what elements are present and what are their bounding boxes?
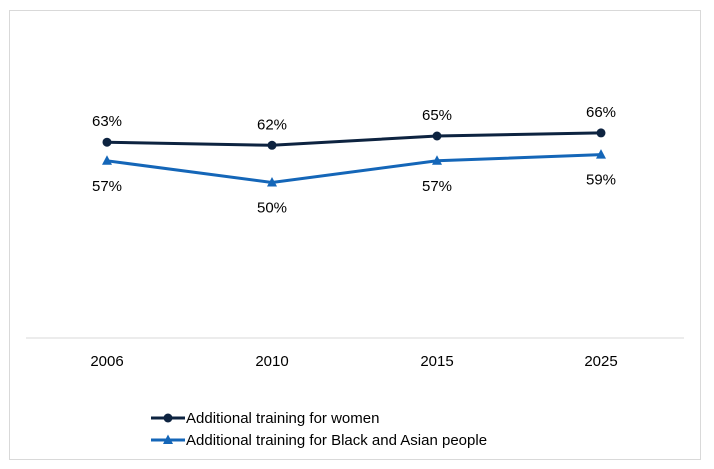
- x-tick-label-2006: 2006: [90, 353, 123, 370]
- legend-label-women: Additional training for women: [186, 409, 380, 427]
- data-point-s0-2010: [267, 140, 277, 150]
- data-point-s1-2006: [102, 155, 112, 165]
- x-tick-label-2015: 2015: [420, 353, 453, 370]
- x-tick-label-2010: 2010: [255, 353, 288, 370]
- data-label-s1-2010: 50%: [257, 200, 287, 217]
- legend-item-women: Additional training for women: [150, 407, 487, 429]
- data-label-s1-2006: 57%: [92, 178, 122, 195]
- legend: Additional training for women Additional…: [150, 407, 487, 451]
- data-label-s0-2025: 66%: [586, 104, 616, 121]
- data-point-s1-2010: [267, 177, 277, 187]
- data-point-s0-2025: [596, 128, 606, 138]
- x-tick-labels: 2006 2010 2015 2025: [90, 353, 617, 370]
- data-label-s0-2006: 63%: [92, 113, 122, 130]
- data-point-s1-2025: [596, 149, 606, 159]
- data-point-s0-2015: [432, 131, 442, 141]
- data-point-s0-2006: [102, 137, 112, 147]
- data-label-s0-2010: 62%: [257, 116, 287, 133]
- data-point-s1-2015: [432, 155, 442, 165]
- legend-label-black-asian: Additional training for Black and Asian …: [186, 431, 488, 449]
- data-label-s1-2025: 59%: [586, 172, 616, 189]
- legend-item-black-asian: Additional training for Black and Asian …: [150, 429, 487, 451]
- series-layer: 63% 62% 65% 66% 57% 50% 57% 59%: [92, 104, 616, 217]
- chart-frame: [9, 10, 701, 460]
- data-label-s1-2015: 57%: [422, 178, 452, 195]
- legend-triangle-marker-icon: [151, 434, 185, 444]
- series-line-1: [106, 153, 602, 185]
- x-tick-label-2025: 2025: [584, 353, 617, 370]
- series-line-0: [106, 131, 602, 147]
- legend-circle-marker-icon: [151, 413, 185, 423]
- data-label-s0-2015: 65%: [422, 107, 452, 124]
